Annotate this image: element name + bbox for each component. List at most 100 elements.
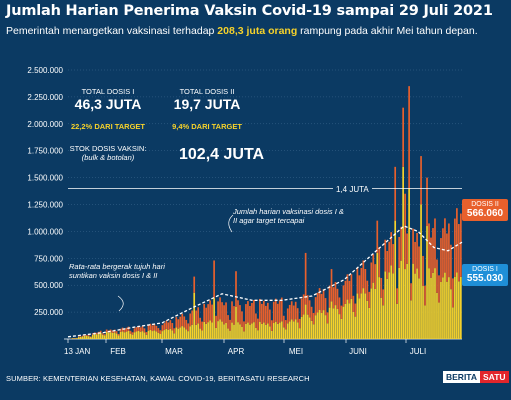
bar-dose2 bbox=[205, 307, 207, 324]
bar-dose1 bbox=[261, 323, 263, 339]
bar-dose2 bbox=[153, 324, 156, 331]
bar-dose1 bbox=[139, 331, 142, 339]
bar-dose1 bbox=[97, 333, 100, 339]
bar-dose1 bbox=[251, 323, 253, 339]
bar-dose1 bbox=[249, 324, 251, 339]
bar-dose2 bbox=[290, 301, 293, 320]
bar-dose1 bbox=[125, 331, 128, 339]
bar-dose2 bbox=[209, 300, 211, 321]
bar-dose1 bbox=[229, 330, 231, 339]
bar-dose1 bbox=[402, 166, 404, 339]
bar-dose2 bbox=[143, 328, 146, 333]
bar-dose1 bbox=[169, 328, 172, 339]
x-tick-label: MAR bbox=[165, 347, 183, 356]
bar-dose2 bbox=[334, 282, 337, 306]
bar-dose1 bbox=[129, 333, 132, 339]
bar-dose2 bbox=[99, 330, 102, 333]
bar-dose1 bbox=[304, 304, 307, 339]
bar-dose1 bbox=[364, 293, 367, 339]
dose1-badge-value: 555.030 bbox=[466, 273, 504, 284]
bar-dose2 bbox=[270, 320, 273, 331]
x-tick-label: FEB bbox=[110, 347, 126, 356]
bar-dose1 bbox=[221, 321, 223, 339]
bar-dose1 bbox=[460, 276, 462, 339]
dose2-badge: DOSIS II 566.060 bbox=[462, 199, 508, 221]
bar-dose2 bbox=[245, 304, 247, 324]
bar-dose1 bbox=[147, 330, 150, 339]
bar-dose1 bbox=[380, 297, 383, 339]
bar-dose1 bbox=[161, 331, 164, 339]
bar-dose2 bbox=[227, 315, 229, 329]
bar-dose2 bbox=[151, 325, 154, 332]
bar-dose2 bbox=[292, 305, 295, 322]
bar-dose2 bbox=[332, 287, 335, 309]
logo-part-berita: BERITA bbox=[443, 371, 481, 383]
bar-dose2 bbox=[294, 301, 297, 320]
bar-dose2 bbox=[360, 268, 363, 294]
bar-dose1 bbox=[370, 288, 373, 339]
bar-dose1 bbox=[179, 327, 182, 339]
bar-dose1 bbox=[270, 330, 273, 339]
bar-dose1 bbox=[131, 334, 134, 339]
bar-dose2 bbox=[414, 241, 416, 274]
bar-dose1 bbox=[388, 272, 391, 339]
x-tick-label: JUNI bbox=[349, 347, 367, 356]
bar-dose2 bbox=[125, 327, 128, 332]
bar-dose1 bbox=[382, 305, 385, 339]
bar-dose2 bbox=[163, 323, 166, 331]
dose1-badge: DOSIS I 555.030 bbox=[462, 264, 508, 286]
bar-dose1 bbox=[137, 330, 140, 339]
bar-dose2 bbox=[406, 233, 408, 264]
bar-dose1 bbox=[352, 311, 355, 339]
bar-dose1 bbox=[265, 324, 267, 339]
bar-dose1 bbox=[338, 314, 341, 339]
bar-dose2 bbox=[396, 288, 399, 304]
bar-dose1 bbox=[296, 322, 299, 339]
bar-dose1 bbox=[430, 277, 432, 339]
bar-dose1 bbox=[458, 281, 460, 339]
bar-dose2 bbox=[436, 259, 438, 293]
bar-dose2 bbox=[213, 260, 215, 299]
bar-dose2 bbox=[314, 297, 317, 316]
bar-dose2 bbox=[161, 325, 164, 332]
bar-dose1 bbox=[171, 330, 174, 339]
bar-dose1 bbox=[350, 298, 353, 339]
bar-dose2 bbox=[272, 301, 275, 324]
bar-dose2 bbox=[288, 304, 291, 322]
bar-dose1 bbox=[205, 323, 207, 339]
bar-dose1 bbox=[440, 281, 442, 339]
bar-dose2 bbox=[251, 303, 253, 324]
source-footer: SUMBER: KEMENTERIAN KESEHATAN, KAWAL COV… bbox=[6, 374, 310, 383]
bar-dose1 bbox=[87, 336, 90, 339]
dose2-badge-value: 566.060 bbox=[466, 208, 504, 219]
bar-dose2 bbox=[243, 321, 245, 332]
bar-dose2 bbox=[169, 320, 172, 329]
bar-dose2 bbox=[316, 292, 319, 313]
bar-dose1 bbox=[410, 300, 412, 339]
bar-dose2 bbox=[308, 300, 311, 318]
bar-dose1 bbox=[452, 307, 454, 339]
bar-dose2 bbox=[109, 329, 112, 333]
bar-dose1 bbox=[274, 321, 277, 339]
bar-dose1 bbox=[115, 333, 118, 339]
bar-dose1 bbox=[420, 204, 422, 339]
bar-dose1 bbox=[390, 265, 393, 339]
bar-dose2 bbox=[159, 330, 162, 334]
bar-dose2 bbox=[392, 244, 395, 274]
bar-dose1 bbox=[448, 277, 450, 339]
bar-dose2 bbox=[284, 320, 287, 330]
bar-dose2 bbox=[382, 289, 385, 306]
bar-dose2 bbox=[249, 305, 251, 325]
bar-dose1 bbox=[426, 226, 428, 339]
bar-dose2 bbox=[241, 311, 243, 327]
bar-dose2 bbox=[257, 318, 259, 331]
bar-dose1 bbox=[454, 276, 456, 339]
x-tick-label: MEI bbox=[289, 347, 303, 356]
bar-dose2 bbox=[338, 297, 341, 315]
bar-dose1 bbox=[412, 263, 414, 339]
bar-dose1 bbox=[177, 328, 180, 339]
bar-dose1 bbox=[239, 324, 241, 339]
bar-dose1 bbox=[121, 331, 124, 339]
bar-dose1 bbox=[213, 298, 215, 339]
